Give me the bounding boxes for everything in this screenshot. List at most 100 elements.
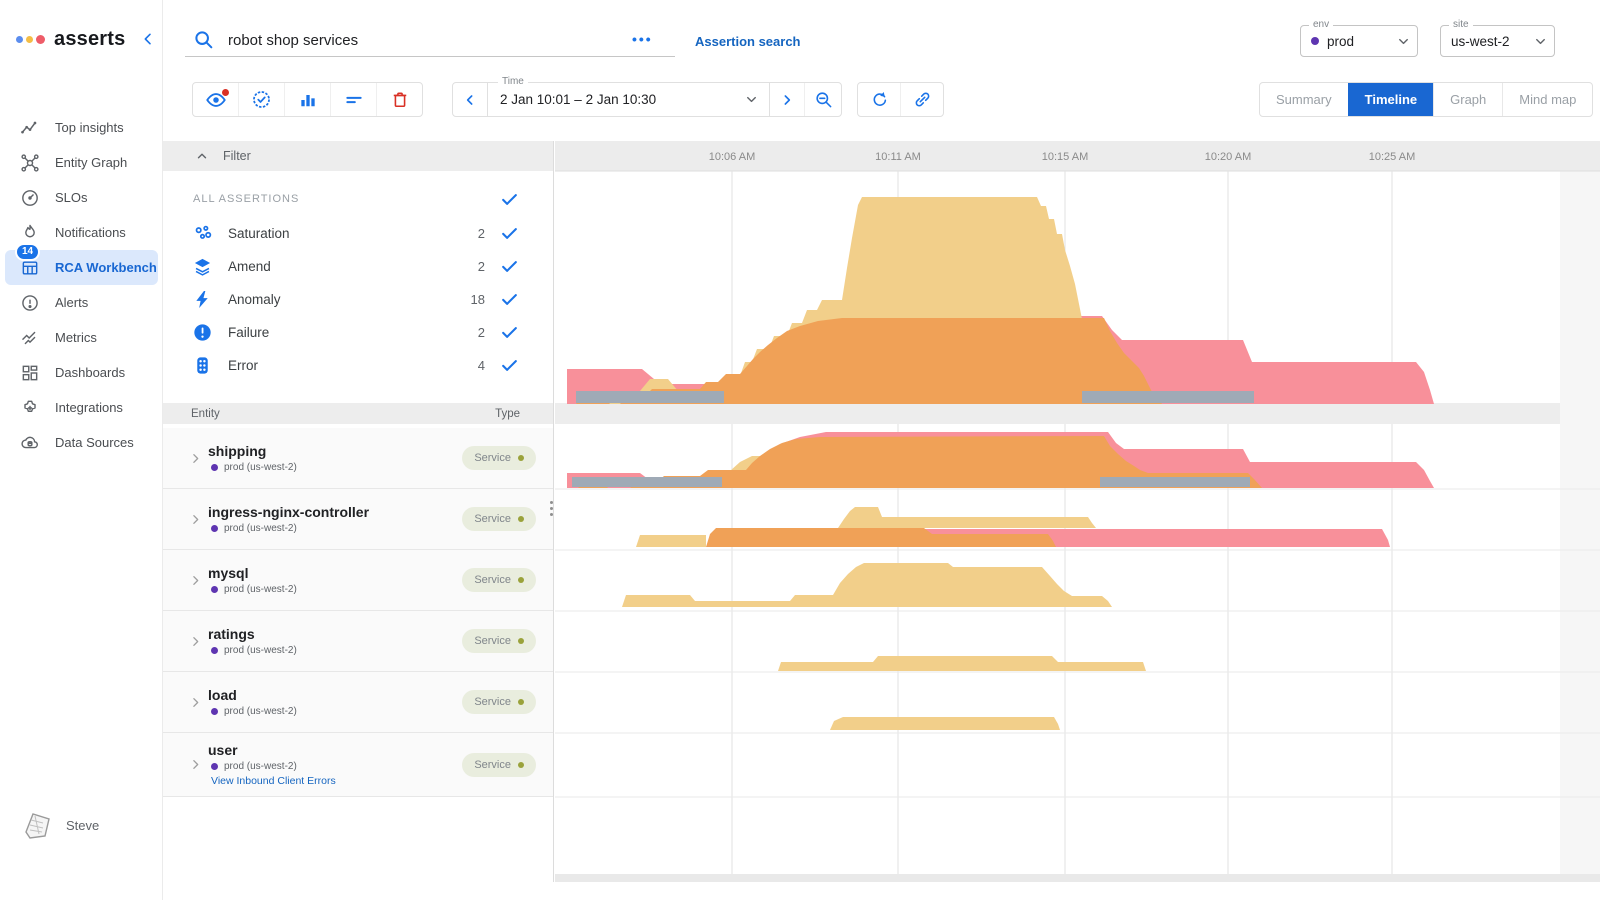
filter-row-anomaly[interactable]: Anomaly 18 xyxy=(163,283,553,316)
expand-chevron-icon[interactable] xyxy=(189,635,202,648)
assertions-button[interactable] xyxy=(238,83,284,116)
check-icon[interactable] xyxy=(500,290,519,309)
time-next-button[interactable] xyxy=(770,83,804,116)
search-input[interactable]: robot shop services xyxy=(228,32,358,49)
assertion-timeline[interactable]: 10:06 AM10:11 AM10:15 AM10:20 AM10:25 AM xyxy=(555,140,1600,882)
entity-type-badge: Service xyxy=(462,446,536,470)
axis-tick-label: 10:20 AM xyxy=(1205,151,1251,163)
expand-chevron-icon[interactable] xyxy=(189,574,202,587)
sidebar-item-metrics[interactable]: Metrics xyxy=(5,320,158,355)
time-range-picker[interactable]: Time 2 Jan 10:01 – 2 Jan 10:30 xyxy=(487,83,770,116)
sidebar-item-integrations[interactable]: Integrations xyxy=(5,390,158,425)
graph-nodes-icon xyxy=(20,153,40,173)
filter-count: 18 xyxy=(471,292,485,307)
expand-chevron-icon[interactable] xyxy=(189,452,202,465)
sidebar-item-label: Top insights xyxy=(55,120,124,135)
shipping-gray-bar-right xyxy=(1100,477,1250,487)
avatar xyxy=(18,806,56,844)
entity-type-badge: Service xyxy=(462,753,536,777)
ratings-yellow xyxy=(778,656,1146,671)
env-dot xyxy=(211,763,218,770)
filter-row-failure[interactable]: Failure 2 xyxy=(163,316,553,349)
tab-timeline[interactable]: Timeline xyxy=(1348,83,1434,116)
entity-name[interactable]: load xyxy=(208,687,297,703)
filter-row-saturation[interactable]: Saturation 2 xyxy=(163,217,553,250)
axis-tick-label: 10:06 AM xyxy=(709,151,755,163)
service-status-dot xyxy=(518,638,524,644)
filter-label: Saturation xyxy=(228,226,478,241)
sidebar-item-rca-workbench[interactable]: 14 RCA Workbench xyxy=(5,250,158,285)
expand-chevron-icon[interactable] xyxy=(189,758,202,771)
entity-table-header: Entity Type xyxy=(163,403,553,424)
entity-row-ratings[interactable]: ratings prod (us-west-2) Service xyxy=(163,611,553,672)
entity-row-shipping[interactable]: shipping prod (us-west-2) Service xyxy=(163,428,553,489)
trend-line-icon xyxy=(20,118,40,138)
env-dot xyxy=(211,464,218,471)
entity-row-load[interactable]: load prod (us-west-2) Service xyxy=(163,672,553,733)
zoom-out-button[interactable] xyxy=(804,83,841,116)
delete-button[interactable] xyxy=(376,83,422,116)
filter-row-error[interactable]: Error 4 xyxy=(163,349,553,382)
assertion-search-link[interactable]: Assertion search xyxy=(695,34,801,49)
sidebar-item-top-insights[interactable]: Top insights xyxy=(5,110,158,145)
rca-count-badge: 14 xyxy=(15,243,40,261)
chevron-down-icon xyxy=(1396,34,1411,49)
env-select[interactable]: env prod xyxy=(1300,25,1418,57)
sidebar-collapse-icon[interactable] xyxy=(140,31,156,47)
filter-row-amend[interactable]: Amend 2 xyxy=(163,250,553,283)
env-dot xyxy=(211,586,218,593)
env-dot xyxy=(1311,37,1319,45)
entity-type-badge: Service xyxy=(462,629,536,653)
check-icon[interactable] xyxy=(500,224,519,243)
ingress-yellow-mound xyxy=(838,507,1096,528)
chart-view-button[interactable] xyxy=(284,83,330,116)
check-icon[interactable] xyxy=(500,257,519,276)
search-more-button[interactable]: ••• xyxy=(632,31,653,47)
check-icon[interactable] xyxy=(500,190,519,209)
search-bar[interactable]: robot shop services xyxy=(185,24,675,57)
check-icon[interactable] xyxy=(500,323,519,342)
refresh-share-group xyxy=(857,82,944,117)
sidebar-item-label: Notifications xyxy=(55,225,126,240)
entity-name[interactable]: shipping xyxy=(208,443,297,459)
time-prev-button[interactable] xyxy=(453,83,487,116)
tab-summary[interactable]: Summary xyxy=(1260,83,1348,116)
filter-header[interactable]: Filter xyxy=(163,141,553,171)
panel-resize-handle[interactable] xyxy=(550,501,553,516)
expand-chevron-icon[interactable] xyxy=(189,696,202,709)
zoom-out-icon xyxy=(814,90,833,109)
site-select[interactable]: site us-west-2 xyxy=(1440,25,1555,57)
refresh-button[interactable] xyxy=(858,83,900,116)
entity-row-ingress-nginx-controller[interactable]: ingress-nginx-controller prod (us-west-2… xyxy=(163,489,553,550)
watch-button[interactable] xyxy=(193,83,238,116)
sidebar-item-data-sources[interactable]: Data Sources xyxy=(5,425,158,460)
sidebar-item-dashboards[interactable]: Dashboards xyxy=(5,355,158,390)
check-icon[interactable] xyxy=(500,356,519,375)
entity-row-user[interactable]: user prod (us-west-2) View Inbound Clien… xyxy=(163,733,553,797)
sidebar-nav: Top insights Entity Graph SLOs Notificat… xyxy=(0,110,163,460)
sidebar-item-alerts[interactable]: Alerts xyxy=(5,285,158,320)
sort-button[interactable] xyxy=(330,83,376,116)
entity-env: prod (us-west-2) xyxy=(224,462,297,473)
entity-name[interactable]: user xyxy=(208,742,336,758)
entity-name[interactable]: ingress-nginx-controller xyxy=(208,504,369,520)
entity-row-mysql[interactable]: mysql prod (us-west-2) Service xyxy=(163,550,553,611)
share-link-button[interactable] xyxy=(900,83,943,116)
filter-row-all-assertions[interactable]: ALL ASSERTIONS xyxy=(163,181,553,217)
user-account[interactable]: Steve xyxy=(18,806,99,844)
link-icon xyxy=(913,90,932,109)
entity-name[interactable]: mysql xyxy=(208,565,297,581)
view-inbound-client-errors-link[interactable]: View Inbound Client Errors xyxy=(211,775,336,787)
refresh-icon xyxy=(870,90,889,109)
summary-gray-bar-right xyxy=(1082,391,1254,403)
chevron-down-icon xyxy=(1533,34,1548,49)
tab-mind-map[interactable]: Mind map xyxy=(1502,83,1592,116)
tab-graph[interactable]: Graph xyxy=(1433,83,1502,116)
sidebar-item-slos[interactable]: SLOs xyxy=(5,180,158,215)
expand-chevron-icon[interactable] xyxy=(189,513,202,526)
axis-tick-label: 10:25 AM xyxy=(1369,151,1415,163)
service-status-dot xyxy=(518,699,524,705)
entity-name[interactable]: ratings xyxy=(208,626,297,642)
gauge-icon xyxy=(20,188,40,208)
sidebar-item-entity-graph[interactable]: Entity Graph xyxy=(5,145,158,180)
